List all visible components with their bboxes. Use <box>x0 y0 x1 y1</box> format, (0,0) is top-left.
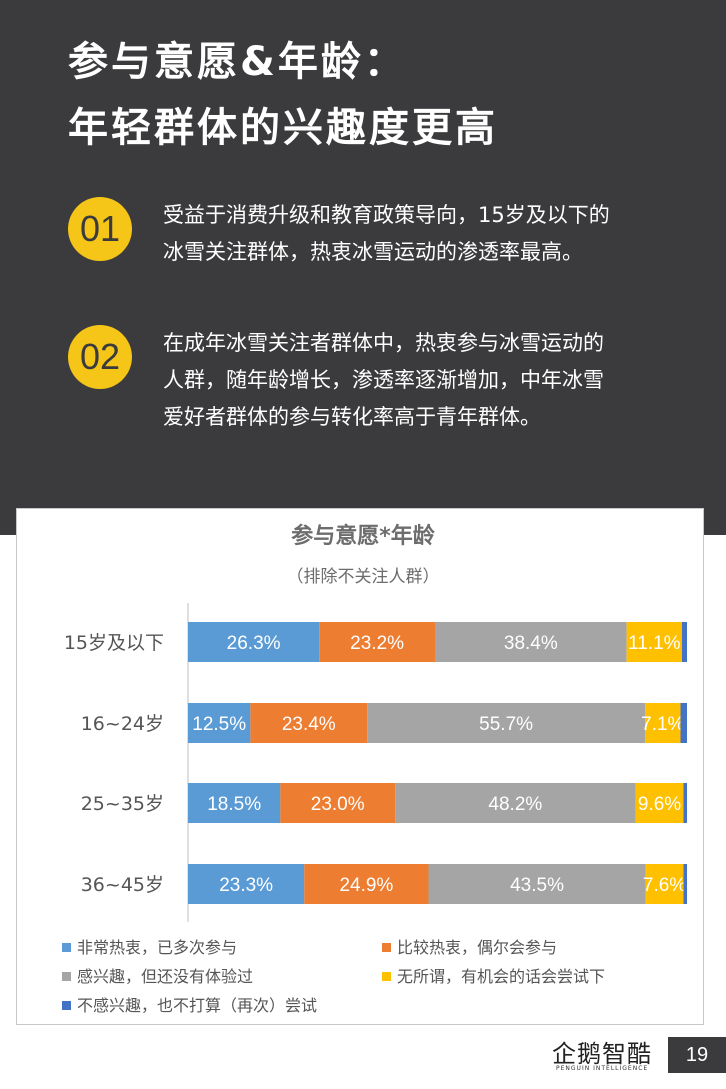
bar-segment <box>188 703 251 743</box>
legend-label: 比较热衷，偶尔会参与 <box>397 938 558 957</box>
legend-swatch <box>62 1001 71 1010</box>
point-text-line: 受益于消费升级和教育政策导向，15岁及以下的 <box>163 203 610 227</box>
bar-segment <box>319 622 436 662</box>
bar-segment <box>682 622 687 662</box>
category-label: 36~45岁 <box>81 874 164 896</box>
data-label: 43.5% <box>510 875 564 896</box>
point-text: 在成年冰雪关注者群体中，热衷参与冰雪运动的 人群，随年龄增长，渗透率逐渐增加，中… <box>163 325 683 436</box>
point-text-line: 在成年冰雪关注者群体中，热衷参与冰雪运动的 <box>163 331 604 355</box>
page-title-line1: 参与意愿&年龄： <box>68 39 407 85</box>
point-text-line: 冰雪关注群体，热衷冰雪运动的渗透率最高。 <box>163 240 583 264</box>
legend-item: 非常热衷，已多次参与 <box>62 934 237 958</box>
data-label: 55.7% <box>479 714 533 735</box>
data-label: 23.2% <box>350 633 404 654</box>
bar-segment <box>188 864 305 904</box>
point-number-badge: 01 <box>68 197 132 261</box>
bar-segment <box>304 864 429 904</box>
legend-label: 不感兴趣，也不打算（再次）尝试 <box>77 996 318 1015</box>
data-label: 23.4% <box>282 714 336 735</box>
bar-segment <box>635 783 684 823</box>
bar-segment <box>645 864 684 904</box>
data-label: 7.6% <box>643 875 686 896</box>
legend-swatch <box>382 943 391 952</box>
legend-swatch <box>382 972 391 981</box>
header-band <box>0 0 726 535</box>
legend-item: 不感兴趣，也不打算（再次）尝试 <box>62 992 317 1016</box>
bar-segment <box>395 783 636 823</box>
data-label: 18.5% <box>207 794 261 815</box>
legend-swatch <box>62 972 71 981</box>
point-number-badge: 02 <box>68 325 132 389</box>
data-label: 48.2% <box>488 794 542 815</box>
legend-label: 感兴趣，但还没有体验过 <box>77 967 254 986</box>
category-label: 25~35岁 <box>81 793 164 815</box>
bar-segment <box>645 703 681 743</box>
page-title-line2: 年轻群体的兴趣度更高 <box>68 105 498 151</box>
legend-item: 无所谓，有机会的话会尝试下 <box>382 963 605 987</box>
bar-segment <box>188 622 320 662</box>
chart-card <box>16 508 704 1025</box>
bar-segment <box>280 783 396 823</box>
chart-subtitle: （排除不关注人群） <box>286 567 440 587</box>
point-text-line: 人群，随年龄增长，渗透率逐渐增加，中年冰雪 <box>163 368 604 392</box>
bar-segment <box>428 864 646 904</box>
logo-subtext: PENGUIN INTELLIGENCE <box>556 1065 649 1072</box>
bar-segment <box>188 783 281 823</box>
category-label: 15岁及以下 <box>64 632 164 654</box>
legend-item: 感兴趣，但还没有体验过 <box>62 963 253 987</box>
bar-segment <box>683 783 687 823</box>
bar-segment <box>250 703 368 743</box>
bar-segment <box>435 622 627 662</box>
brand-logo: 企鹅智酷 PENGUIN INTELLIGENCE <box>552 1034 656 1078</box>
bar-segment <box>367 703 646 743</box>
data-label: 23.0% <box>311 794 365 815</box>
data-label: 38.4% <box>504 633 558 654</box>
data-label: 26.3% <box>227 633 281 654</box>
chart-title: 参与意愿*年龄 <box>291 524 435 549</box>
point-text-line: 爱好者群体的参与转化率高于青年群体。 <box>163 405 541 429</box>
data-label: 7.1% <box>641 714 684 735</box>
bar-segment <box>680 703 687 743</box>
data-label: 12.5% <box>192 714 246 735</box>
data-label: 9.6% <box>638 794 681 815</box>
legend-item: 比较热衷，偶尔会参与 <box>382 934 557 958</box>
point-text: 受益于消费升级和教育政策导向，15岁及以下的 冰雪关注群体，热衷冰雪运动的渗透率… <box>163 197 683 271</box>
bar-segment <box>626 622 683 662</box>
data-label: 11.1% <box>628 633 681 654</box>
data-label: 24.9% <box>339 875 393 896</box>
legend-swatch <box>62 943 71 952</box>
category-label: 16~24岁 <box>81 713 164 735</box>
legend-label: 非常热衷，已多次参与 <box>77 938 238 957</box>
data-label: 23.3% <box>219 875 273 896</box>
legend-label: 无所谓，有机会的话会尝试下 <box>397 967 606 986</box>
page-number: 19 <box>668 1037 726 1073</box>
logo-text: 企鹅智酷 <box>552 1040 652 1068</box>
bar-segment <box>683 864 687 904</box>
